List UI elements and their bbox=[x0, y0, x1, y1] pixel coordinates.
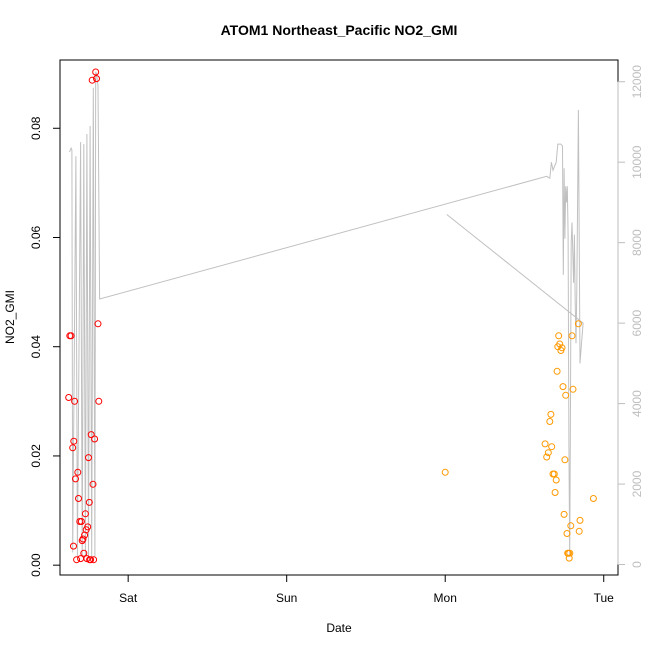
y-tick-label: 0.06 bbox=[29, 225, 43, 249]
data-point-red bbox=[74, 468, 82, 476]
data-point-orange bbox=[441, 468, 449, 476]
data-point-red bbox=[75, 495, 82, 502]
data-point-orange bbox=[551, 489, 559, 496]
data-point-red bbox=[77, 518, 85, 525]
data-point-red bbox=[90, 556, 98, 564]
data-point-red bbox=[70, 542, 77, 550]
data-point-orange bbox=[541, 440, 549, 448]
data-point-orange bbox=[558, 344, 566, 352]
data-point-red bbox=[95, 397, 103, 405]
data-point-orange bbox=[562, 391, 570, 399]
right-y-tick-label: 4000 bbox=[630, 390, 644, 417]
x-axis-label: Date bbox=[326, 621, 352, 635]
data-point-red bbox=[85, 498, 93, 506]
altitude-line-layer bbox=[69, 71, 584, 557]
data-point-orange bbox=[560, 510, 568, 518]
data-point-red bbox=[85, 454, 92, 462]
chart-title: ATOM1 Northeast_Pacific NO2_GMI bbox=[221, 22, 458, 38]
data-point-red bbox=[70, 437, 78, 445]
data-point-red bbox=[87, 431, 95, 439]
right-y-tick-label: 6000 bbox=[630, 309, 644, 336]
data-point-red bbox=[94, 320, 102, 328]
data-point-red bbox=[87, 556, 95, 564]
data-point-red bbox=[69, 444, 77, 452]
data-point-red bbox=[84, 523, 92, 531]
data-point-orange bbox=[550, 470, 558, 478]
data-point-orange bbox=[556, 340, 564, 348]
altitude-line bbox=[69, 71, 584, 557]
y-axis: 0.00 0.02 0.04 0.06 0.08 bbox=[29, 116, 61, 577]
data-point-orange bbox=[561, 456, 569, 464]
y-tick-label: 0.00 bbox=[29, 553, 43, 577]
right-y-tick-label: 10000 bbox=[630, 145, 644, 179]
data-point-orange bbox=[575, 527, 583, 535]
data-point-orange bbox=[589, 495, 597, 502]
data-point-orange bbox=[574, 320, 582, 328]
data-point-orange bbox=[544, 449, 552, 457]
data-point-orange bbox=[548, 443, 556, 451]
data-point-orange bbox=[569, 385, 577, 393]
data-point-red bbox=[72, 475, 79, 483]
data-point-red bbox=[65, 394, 73, 401]
right-y-tick-label: 2000 bbox=[630, 470, 644, 497]
data-point-red bbox=[71, 397, 79, 405]
right-y-axis: 0 2000 4000 6000 8000 10000 12000 bbox=[617, 65, 644, 568]
data-point-orange bbox=[566, 549, 574, 557]
right-y-tick-label: 0 bbox=[630, 561, 644, 568]
data-point-orange bbox=[547, 410, 555, 418]
right-y-tick-label: 12000 bbox=[630, 65, 644, 99]
data-point-orange bbox=[568, 332, 576, 340]
data-point-orange bbox=[543, 453, 551, 461]
data-point-orange bbox=[565, 554, 573, 562]
x-tick-label: Mon bbox=[434, 591, 457, 605]
y-axis-label: NO2_GMI bbox=[3, 290, 17, 344]
data-point-red bbox=[92, 68, 100, 76]
y-tick-label: 0.04 bbox=[29, 335, 43, 359]
data-point-red bbox=[79, 535, 87, 543]
data-point-orange bbox=[546, 418, 554, 425]
data-point-red bbox=[81, 510, 89, 518]
right-y-tick-label: 8000 bbox=[630, 229, 644, 256]
data-point-red bbox=[89, 480, 97, 488]
x-axis: Sat Sun Mon Tue bbox=[119, 574, 615, 605]
data-point-orange bbox=[552, 476, 560, 484]
y-tick-label: 0.08 bbox=[29, 116, 43, 140]
data-point-orange bbox=[553, 367, 561, 375]
data-point-red bbox=[80, 549, 88, 557]
data-point-red bbox=[93, 75, 100, 83]
x-tick-label: Sat bbox=[119, 591, 138, 605]
data-point-red bbox=[67, 332, 75, 340]
data-point-red bbox=[73, 556, 81, 564]
y-tick-label: 0.02 bbox=[29, 444, 43, 468]
data-point-red bbox=[88, 76, 96, 84]
data-point-orange bbox=[563, 530, 571, 537]
x-tick-label: Sun bbox=[276, 591, 297, 605]
x-tick-label: Tue bbox=[594, 591, 615, 605]
data-point-orange bbox=[576, 516, 584, 524]
data-points-layer bbox=[65, 68, 597, 564]
plot-frame bbox=[59, 59, 619, 576]
data-point-orange bbox=[567, 522, 575, 530]
data-point-orange bbox=[555, 332, 563, 340]
data-point-red bbox=[91, 435, 99, 443]
data-point-orange bbox=[559, 383, 567, 391]
